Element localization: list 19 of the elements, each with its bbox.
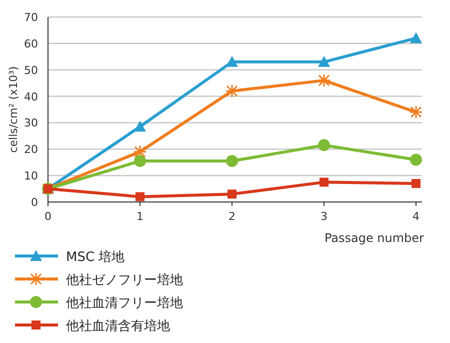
y-tick-label: 20 (24, 143, 38, 156)
legend-label: 他社血清含有培地 (66, 319, 170, 334)
legend-label: 他社ゼノフリー培地 (66, 273, 183, 288)
x-tick-label: 0 (44, 210, 52, 223)
x-tick-label: 2 (228, 210, 236, 223)
x-tick-label: 3 (320, 210, 328, 223)
x-tick-label: 1 (136, 210, 144, 223)
legend-label: 他社血清フリー培地 (66, 296, 183, 311)
y-tick-label: 10 (24, 170, 38, 183)
y-tick-label: 50 (24, 64, 38, 77)
x-tick-label: 4 (412, 210, 420, 223)
y-tick-label: 60 (24, 37, 38, 50)
y-tick-label: 30 (24, 116, 38, 130)
y-tick-label: 70 (24, 11, 38, 24)
y-tick-label: 40 (24, 90, 38, 104)
x-axis-title: Passage number (324, 231, 424, 245)
y-tick-label: 0 (31, 196, 38, 209)
legend-label: MSC 培地 (66, 250, 125, 265)
y-axis-title: cells/cm² (x10³) (7, 66, 20, 153)
